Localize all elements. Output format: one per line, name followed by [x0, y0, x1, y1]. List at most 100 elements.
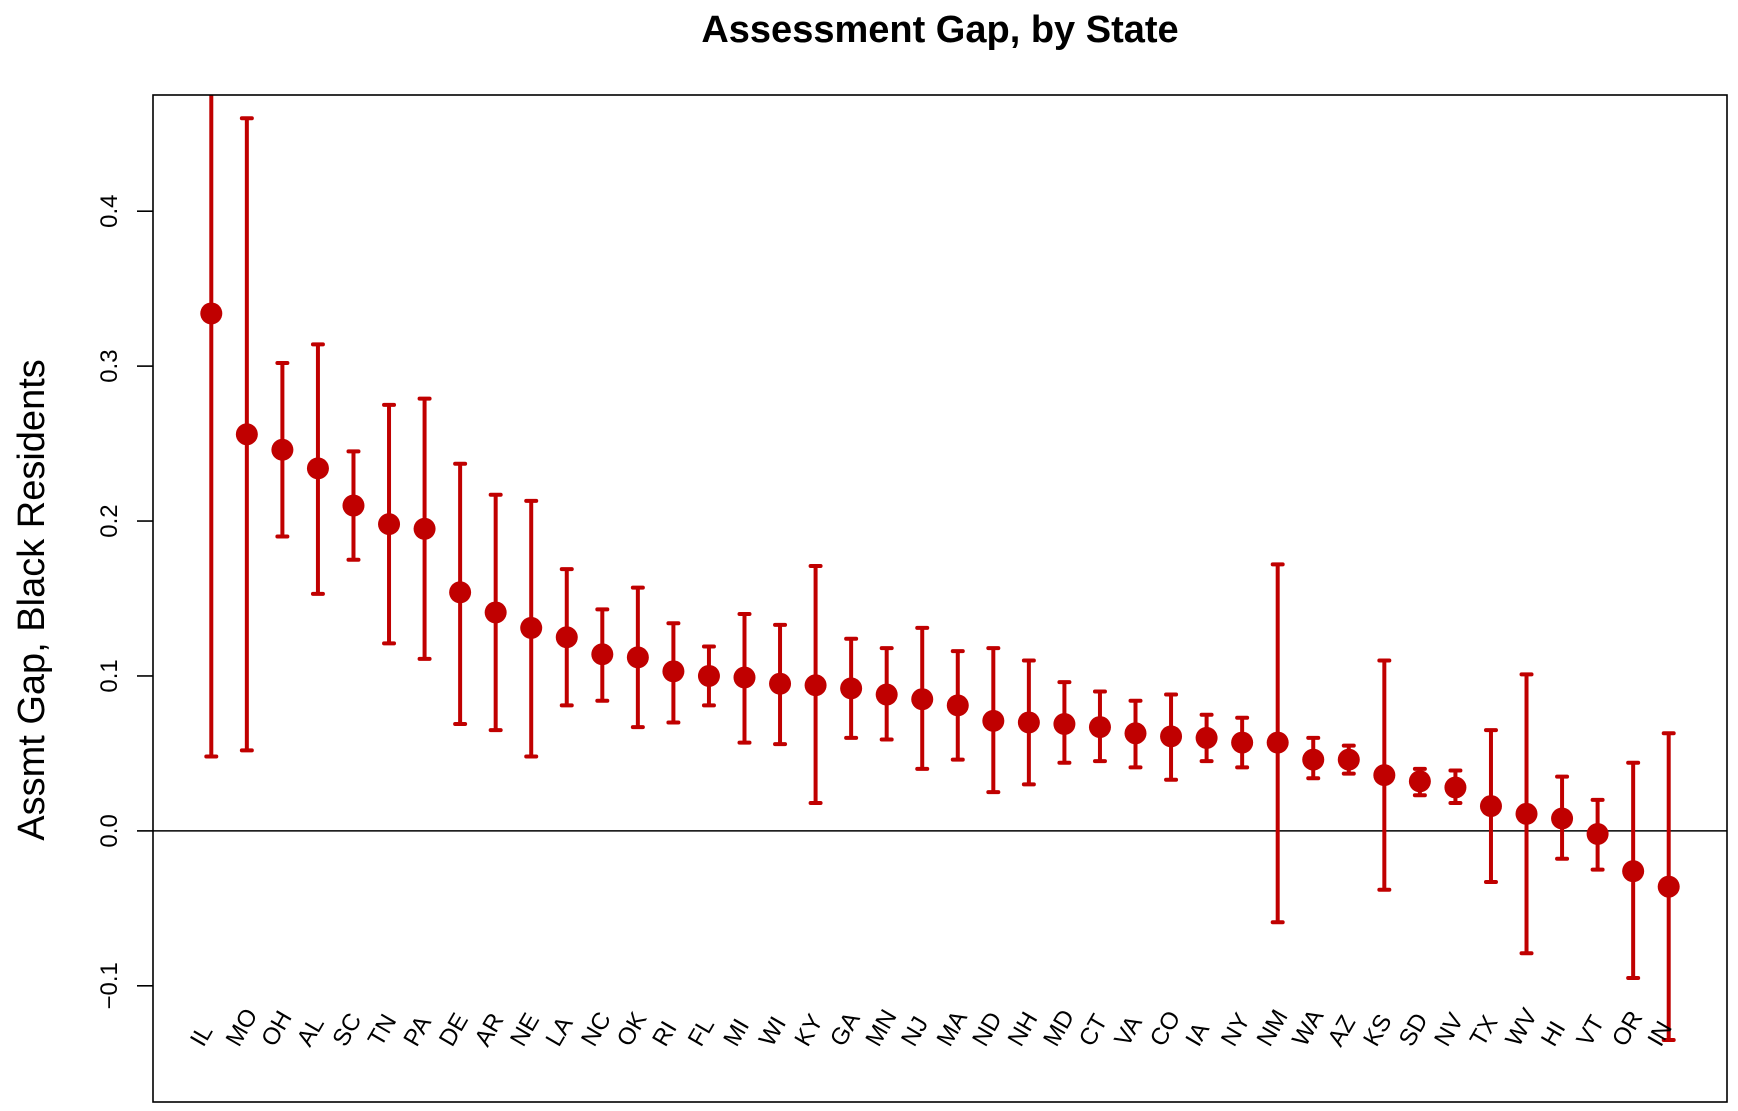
y-tick-label: 0.2: [96, 504, 123, 537]
category-label-il: IL: [185, 1020, 218, 1051]
point-group-pa: [413, 396, 436, 661]
y-tick-label: 0.0: [96, 814, 123, 847]
point-md: [1053, 712, 1076, 735]
point-pa: [413, 517, 436, 540]
category-label-oh: OH: [256, 1006, 297, 1051]
category-label-fl: FL: [683, 1013, 720, 1051]
point-group-mn: [875, 646, 898, 742]
category-label-la: LA: [541, 1012, 579, 1051]
category-label-ks: KS: [1358, 1010, 1397, 1051]
category-label-vt: VT: [1571, 1011, 1610, 1051]
point-group-nh: [1017, 658, 1040, 787]
point-mn: [875, 683, 898, 706]
category-label-tn: TN: [363, 1010, 402, 1051]
point-ar: [484, 601, 507, 624]
point-ne: [520, 616, 543, 639]
point-group-sd: [1408, 766, 1431, 798]
point-group-nm: [1266, 562, 1289, 925]
point-ok: [626, 646, 649, 669]
point-hi: [1551, 807, 1574, 830]
y-tick-label: 0.4: [96, 195, 123, 228]
point-va: [1124, 722, 1147, 745]
point-ma: [946, 694, 969, 717]
point-ga: [840, 677, 863, 700]
category-label-mo: MO: [221, 1004, 264, 1051]
category-label-nm: NM: [1252, 1005, 1294, 1051]
point-nh: [1017, 711, 1040, 734]
category-label-ky: KY: [789, 1010, 828, 1051]
category-label-nd: ND: [967, 1007, 1008, 1051]
category-label-sd: SD: [1394, 1009, 1434, 1051]
plot-frame: [152, 94, 1728, 1103]
point-group-ri: [662, 621, 685, 725]
point-group-tn: [378, 402, 401, 646]
data-marks: [200, 95, 1680, 1043]
category-label-pa: PA: [398, 1011, 436, 1051]
point-group-vt: [1586, 797, 1609, 872]
point-nc: [591, 643, 614, 666]
category-label-ne: NE: [505, 1009, 545, 1051]
point-group-md: [1053, 680, 1076, 765]
point-oh: [271, 438, 294, 461]
category-label-ar: AR: [469, 1009, 509, 1051]
category-label-nc: NC: [576, 1007, 617, 1051]
point-ks: [1373, 764, 1396, 787]
category-label-ri: RI: [647, 1017, 682, 1051]
point-ia: [1195, 726, 1218, 749]
point-group-la: [555, 567, 578, 708]
point-wv: [1515, 802, 1538, 825]
point-co: [1160, 725, 1183, 748]
point-group-co: [1160, 692, 1183, 782]
point-nv: [1444, 776, 1467, 799]
point-wa: [1302, 748, 1325, 771]
point-ri: [662, 660, 685, 683]
y-axis-label: Assmt Gap, Black Residents: [11, 359, 53, 841]
point-mo: [235, 423, 258, 446]
category-label-tx: TX: [1465, 1011, 1504, 1051]
category-label-co: CO: [1145, 1006, 1186, 1051]
category-label-ok: OK: [612, 1007, 653, 1051]
point-al: [306, 457, 329, 480]
point-group-il: [200, 95, 223, 759]
point-group-mi: [733, 611, 756, 745]
y-tick-label: −0.1: [96, 962, 123, 1009]
point-vt: [1586, 822, 1609, 845]
point-group-fl: [697, 644, 720, 708]
category-label-or: OR: [1607, 1006, 1648, 1051]
point-group-ma: [946, 649, 969, 762]
point-nd: [982, 709, 1005, 732]
category-label-nv: NV: [1429, 1009, 1469, 1051]
point-group-ar: [484, 492, 507, 733]
point-group-ok: [626, 585, 649, 730]
category-label-de: DE: [434, 1009, 474, 1051]
category-label-hi: HI: [1536, 1017, 1571, 1051]
point-az: [1337, 748, 1360, 771]
point-group-oh: [271, 361, 294, 539]
category-label-ct: CT: [1074, 1009, 1114, 1051]
point-group-mo: [235, 116, 258, 753]
point-group-ct: [1088, 689, 1111, 764]
point-group-wa: [1302, 735, 1325, 781]
y-tick-label: 0.3: [96, 349, 123, 382]
point-group-sc: [342, 449, 365, 562]
y-tick-label: 0.1: [96, 659, 123, 692]
point-group-hi: [1551, 774, 1574, 861]
category-label-sc: SC: [327, 1009, 367, 1051]
category-label-wi: WI: [754, 1012, 792, 1051]
point-nm: [1266, 731, 1289, 754]
category-label-ma: MA: [932, 1006, 973, 1051]
point-ct: [1088, 716, 1111, 739]
point-group-tx: [1479, 728, 1502, 885]
category-label-wa: WA: [1287, 1005, 1329, 1051]
point-in: [1657, 875, 1680, 898]
point-group-ny: [1231, 715, 1254, 770]
point-group-nj: [911, 625, 934, 771]
point-group-ks: [1373, 658, 1396, 892]
point-ky: [804, 674, 827, 697]
category-label-nj: NJ: [896, 1012, 934, 1051]
point-group-wi: [769, 622, 792, 747]
point-sc: [342, 494, 365, 517]
category-label-mi: MI: [718, 1014, 755, 1051]
